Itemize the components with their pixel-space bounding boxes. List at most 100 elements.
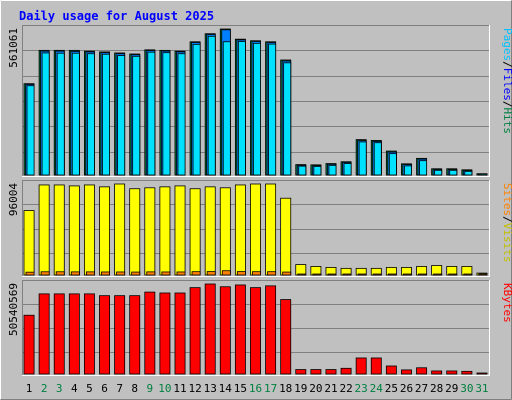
bar-pages-day-25 — [388, 153, 397, 176]
day-label-10: 10 — [158, 382, 171, 395]
bar-pages-day-22 — [343, 163, 352, 176]
day-label-3: 3 — [56, 382, 63, 395]
panel-legend: Sites/Visits — [501, 183, 512, 263]
bar-sites-day-15 — [236, 271, 246, 276]
bar-kbytes-day-9 — [144, 291, 156, 375]
day-axis-labels: 1 2 3 4 5 6 7 8 9 10 11 12 13 14 15 16 17 18 19 20 21 22 23 24 2… — [26, 382, 489, 395]
bar-pages-day-18 — [283, 62, 292, 176]
bar-pages-day-31 — [479, 173, 488, 176]
panel-scale-label: 50540569 — [7, 283, 20, 336]
bar-pages-day-5 — [86, 53, 95, 176]
bar-sites-day-14 — [221, 270, 231, 276]
day-label-5: 5 — [86, 382, 93, 395]
day-label-2: 2 — [41, 382, 48, 395]
bar-pages-day-11 — [177, 53, 186, 176]
bar-kbytes-day-10 — [159, 292, 171, 375]
bar-pages-day-27 — [419, 160, 428, 176]
bar-kbytes-day-19 — [295, 369, 307, 375]
bar-kbytes-day-14 — [219, 286, 231, 375]
legend-entry: Visits — [501, 223, 512, 263]
bar-sites-day-8 — [131, 271, 141, 276]
bar-kbytes-day-25 — [385, 365, 397, 375]
bar-pages-day-21 — [328, 164, 337, 176]
bar-visits-day-7 — [114, 183, 126, 276]
day-label-9: 9 — [147, 382, 154, 395]
bar-kbytes-day-22 — [340, 367, 352, 375]
panel-bars — [23, 183, 488, 276]
bar-pages-day-26 — [404, 165, 412, 176]
bar-sites-day-21 — [327, 273, 337, 276]
bar-sites-day-25 — [387, 273, 397, 276]
bar-visits-day-18 — [280, 197, 292, 276]
bar-kbytes-day-31 — [476, 372, 488, 375]
day-label-8: 8 — [131, 382, 138, 395]
bar-kbytes-day-26 — [401, 369, 412, 375]
bar-pages-day-15 — [237, 41, 246, 176]
bar-sites-day-30 — [463, 273, 473, 276]
bar-sites-day-10 — [161, 271, 171, 276]
bar-pages-day-23 — [358, 141, 367, 176]
bar-sites-day-11 — [176, 271, 186, 276]
legend-entry: / — [501, 216, 512, 223]
panel-scale-label: 96004 — [7, 183, 20, 216]
bar-visits-day-5 — [83, 184, 95, 276]
bar-kbytes-day-20 — [310, 369, 322, 375]
day-label-25: 25 — [385, 382, 398, 395]
bar-visits-day-12 — [189, 188, 201, 276]
bar-sites-day-1 — [25, 271, 35, 276]
bar-kbytes-day-11 — [174, 292, 186, 375]
legend-entry: Files — [501, 68, 512, 101]
bar-sites-day-29 — [448, 273, 458, 276]
bar-visits-day-4 — [68, 185, 80, 276]
bar-sites-day-28 — [433, 273, 443, 276]
legend-entry: Sites — [501, 183, 512, 216]
bar-visits-day-1 — [23, 210, 35, 276]
day-label-30: 30 — [460, 382, 473, 395]
bar-kbytes-day-27 — [416, 367, 428, 375]
day-label-24: 24 — [370, 382, 384, 395]
bar-visits-day-13 — [204, 186, 216, 276]
bar-sites-day-9 — [146, 271, 156, 276]
bar-pages-day-28 — [434, 169, 443, 176]
legend-entry: / — [501, 61, 512, 68]
panel-visits-sites: 96004 Sites/Visits — [7, 180, 512, 277]
bar-kbytes-day-1 — [23, 314, 35, 375]
panel-legend: Pages/Files/Hits — [501, 28, 512, 134]
bar-visits-day-14 — [219, 187, 231, 276]
bar-pages-day-4 — [71, 52, 80, 176]
bar-sites-day-7 — [116, 271, 126, 276]
bar-sites-day-6 — [101, 271, 110, 276]
bar-kbytes-day-5 — [83, 293, 95, 375]
bar-sites-day-24 — [372, 273, 382, 276]
day-label-11: 11 — [173, 382, 186, 395]
bar-kbytes-day-17 — [265, 285, 277, 375]
day-label-6: 6 — [101, 382, 108, 395]
bar-pages-day-12 — [192, 43, 201, 176]
bar-sites-day-19 — [297, 273, 307, 276]
bar-sites-day-13 — [206, 271, 216, 276]
bar-visits-day-11 — [174, 185, 186, 276]
bar-visits-day-6 — [99, 186, 110, 276]
bar-kbytes-day-29 — [446, 370, 458, 375]
bar-visits-day-16 — [250, 183, 261, 276]
panel-bars — [23, 28, 488, 176]
bar-kbytes-day-8 — [129, 295, 141, 375]
bar-pages-day-13 — [207, 35, 216, 176]
bar-visits-day-3 — [53, 184, 65, 276]
bar-pages-day-2 — [41, 52, 50, 176]
day-label-28: 28 — [430, 382, 443, 395]
panel-legend: KBytes — [501, 283, 512, 323]
legend-entry: Pages — [501, 28, 512, 61]
bar-pages-day-8 — [132, 55, 141, 176]
bar-pages-day-1 — [26, 85, 35, 176]
day-label-21: 21 — [324, 382, 337, 395]
panel-bars — [23, 283, 488, 375]
legend-entry: Hits — [501, 108, 512, 135]
bar-pages-day-29 — [449, 169, 458, 176]
panel-scale-label: 561061 — [7, 28, 20, 68]
bar-sites-day-2 — [40, 271, 50, 276]
bar-kbytes-day-24 — [370, 357, 382, 375]
day-label-4: 4 — [71, 382, 78, 395]
bar-visits-day-9 — [144, 187, 156, 276]
